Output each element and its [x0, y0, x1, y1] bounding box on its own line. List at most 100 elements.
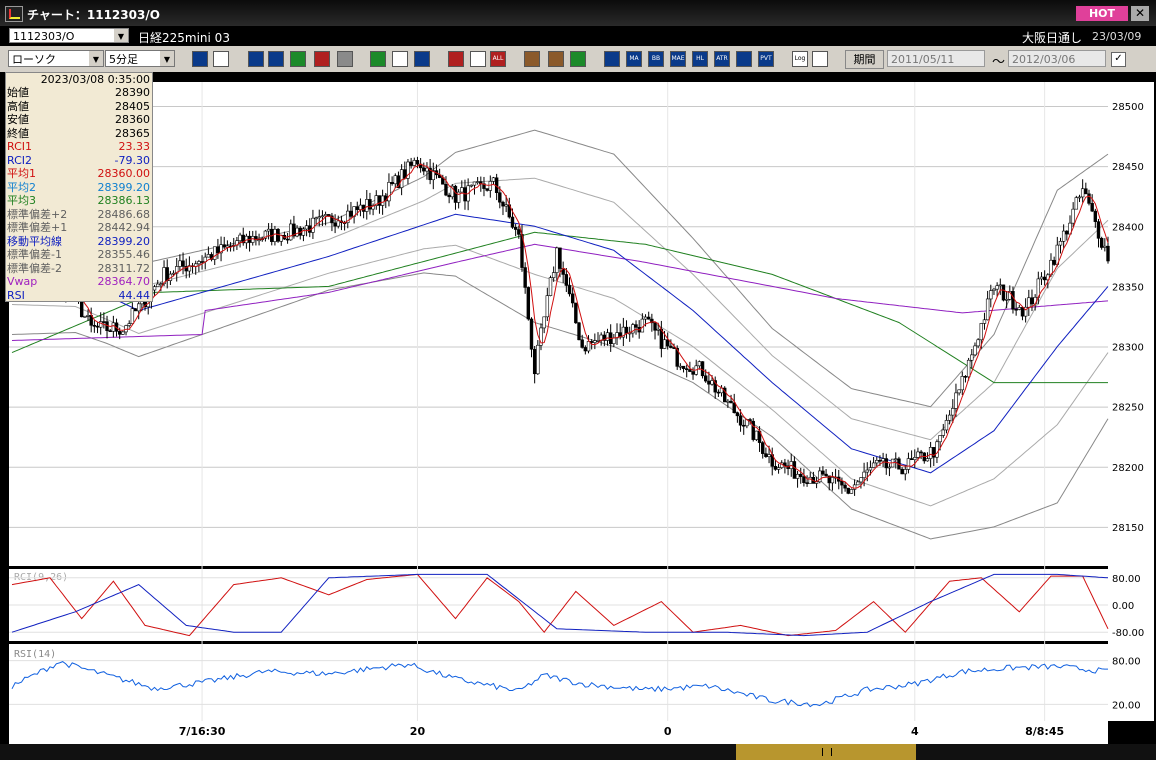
info-label: 高値: [7, 99, 29, 113]
candle-body: [453, 185, 458, 203]
candle-body: [86, 315, 90, 317]
draw-icon[interactable]: [248, 51, 264, 67]
candle-body: [795, 473, 800, 479]
candle-body: [393, 175, 397, 185]
candle-body: [330, 215, 334, 224]
bs-icon[interactable]: [736, 51, 752, 67]
undo-icon[interactable]: [414, 51, 430, 67]
price-tick-label: 28500: [1112, 102, 1144, 113]
candle-body: [704, 375, 708, 382]
candle-body: [634, 324, 638, 328]
mae-icon[interactable]: MAE: [670, 51, 686, 67]
search-icon[interactable]: [268, 51, 284, 67]
info-label: 平均3: [7, 194, 36, 207]
chart-area[interactable]: 28500 28450 28400 28350 28300 28250 28200 28150…: [0, 72, 1156, 744]
time-tick-label: 7/16:30: [179, 725, 226, 738]
palette-icon[interactable]: [570, 51, 586, 67]
export-icon[interactable]: [812, 51, 828, 67]
candle-body: [792, 461, 797, 479]
atr-icon[interactable]: ATR: [714, 51, 730, 67]
chart-type-select[interactable]: ローソク ▼: [8, 50, 104, 67]
chevron-down-icon[interactable]: ▼: [114, 29, 128, 42]
candle-body: [510, 216, 515, 228]
chevron-down-icon[interactable]: ▼: [160, 51, 174, 66]
candle-body: [669, 345, 673, 348]
candle-body: [824, 473, 828, 477]
candle-body: [662, 339, 667, 349]
candle-body: [415, 160, 420, 165]
candle-body: [488, 181, 493, 191]
all-icon[interactable]: ALL: [490, 51, 506, 67]
candle-body: [358, 204, 363, 210]
price-tick-label: 28400: [1112, 222, 1144, 233]
candle-body: [428, 167, 432, 181]
window-icon[interactable]: [290, 51, 306, 67]
candle-icon[interactable]: [448, 51, 464, 67]
candle-body: [982, 319, 987, 324]
candle-body: [723, 387, 727, 403]
candle-body: [1084, 188, 1088, 195]
info-value: 44.44: [118, 288, 151, 302]
candle-body: [539, 327, 543, 346]
hl-icon[interactable]: HL: [692, 51, 708, 67]
candle-body: [1106, 245, 1110, 262]
moving-average-1-line: [11, 163, 1109, 489]
candle-body: [251, 236, 255, 243]
ma-icon[interactable]: MA: [626, 51, 642, 67]
candle-body: [396, 175, 401, 188]
zoom-icon[interactable]: [192, 51, 208, 67]
candle-body: [1099, 237, 1104, 248]
candle-body: [900, 468, 904, 475]
info-row: 終値 28365: [6, 127, 152, 141]
candle-body: [903, 469, 907, 475]
rci-tick-label: 0.00: [1112, 601, 1134, 612]
pvt-icon[interactable]: PVT: [758, 51, 774, 67]
candle-body: [374, 195, 378, 206]
arrow-icon[interactable]: [392, 51, 408, 67]
period-button[interactable]: 期間: [845, 50, 884, 69]
candle-body: [906, 458, 911, 470]
bar-icon[interactable]: [470, 51, 486, 67]
candle-body: [646, 316, 651, 320]
symbol-select[interactable]: 1112303/O ▼: [9, 28, 129, 43]
wrench-icon[interactable]: [548, 51, 564, 67]
hot-button[interactable]: HOT: [1076, 6, 1128, 21]
candle-body: [656, 328, 660, 331]
pen-icon[interactable]: [370, 51, 386, 67]
candle-body: [992, 288, 996, 291]
chart-app-icon: [5, 6, 23, 22]
info-label: 平均1: [7, 167, 36, 180]
date-from-field[interactable]: 2011/05/11: [887, 50, 985, 67]
candle-body: [456, 191, 461, 203]
candle-body: [469, 184, 474, 187]
horizontal-scrollbar[interactable]: [0, 744, 1156, 760]
volume-icon[interactable]: [604, 51, 620, 67]
rsi-panel-title: RSI(14): [14, 649, 56, 660]
level-icon[interactable]: [314, 51, 330, 67]
candle-body: [1058, 240, 1063, 246]
log-icon[interactable]: Log: [792, 51, 808, 67]
price-axis-panel: [1108, 82, 1154, 721]
settings-icon[interactable]: [524, 51, 540, 67]
candle-body: [178, 260, 182, 267]
range-checkbox[interactable]: ✓: [1111, 52, 1126, 67]
candle-body: [1014, 308, 1018, 311]
close-button[interactable]: ✕: [1131, 6, 1149, 21]
window-title: チャート：1112303/O: [27, 8, 160, 22]
chevron-down-icon[interactable]: ▼: [89, 51, 103, 66]
info-label: 標準偏差-2: [7, 261, 62, 275]
candle-body: [602, 334, 607, 341]
bb-icon[interactable]: BB: [648, 51, 664, 67]
date-to-field[interactable]: 2012/03/06: [1008, 50, 1106, 67]
time-tick-label: 0: [664, 725, 672, 738]
scrollbar-thumb[interactable]: [736, 744, 916, 760]
candle-body: [219, 244, 223, 254]
candle-body: [137, 303, 141, 312]
interval-select[interactable]: 5分足 ▼: [105, 50, 175, 67]
alert-icon[interactable]: [337, 51, 353, 67]
candle-body: [998, 284, 1003, 287]
candle-body: [111, 322, 116, 332]
candle-body: [767, 454, 771, 457]
candle-body: [963, 376, 968, 378]
crosshair-icon[interactable]: [213, 51, 229, 67]
